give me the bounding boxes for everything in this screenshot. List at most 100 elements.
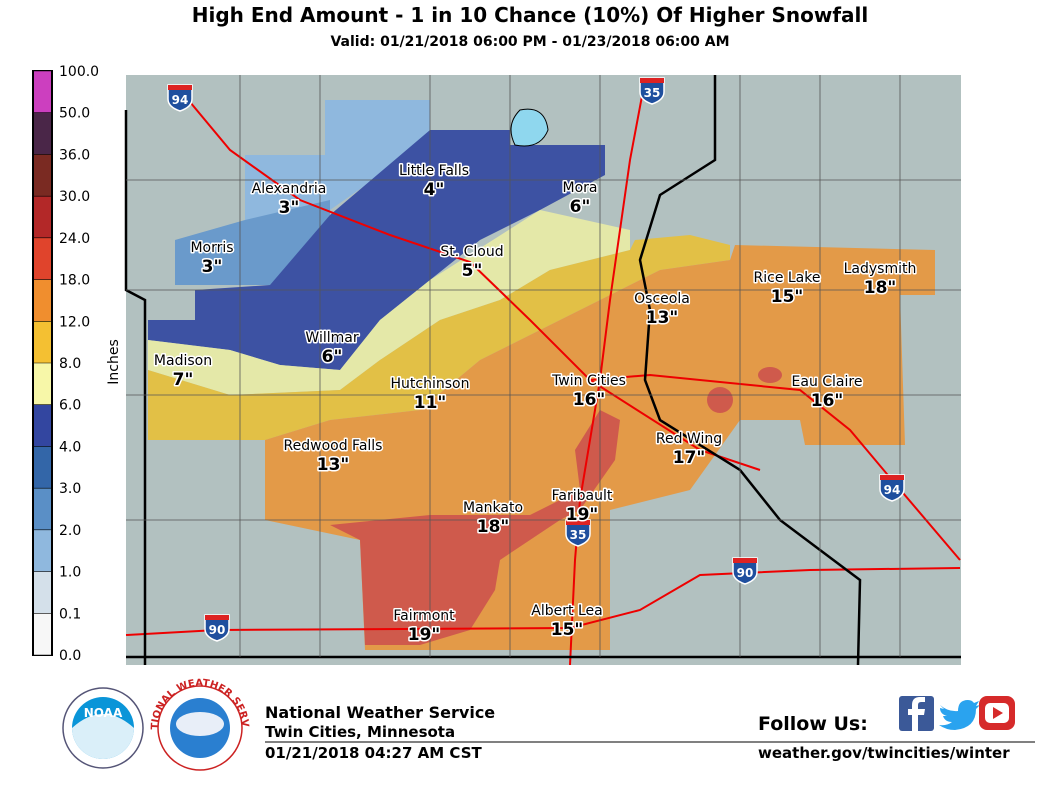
- title: High End Amount - 1 in 10 Chance (10%) O…: [192, 3, 868, 27]
- shield-number: 90: [737, 566, 754, 580]
- zone-4-6: [148, 130, 605, 370]
- city-name: Red Wing: [656, 431, 722, 447]
- city-amount: 7": [173, 370, 194, 390]
- county-lines: [126, 75, 961, 657]
- city-amount: 18": [864, 278, 897, 298]
- shield-top: [566, 520, 590, 525]
- shield: [204, 614, 230, 642]
- legend-swatch: [34, 571, 51, 614]
- shield-number: 94: [884, 483, 901, 497]
- city-amount: 3": [279, 198, 300, 218]
- legend-tick-label: 18.0: [59, 273, 90, 289]
- footer-follow: Follow Us:: [758, 713, 868, 735]
- legend-swatch: [34, 529, 51, 572]
- shield: [732, 557, 758, 585]
- city-amount: 6": [322, 347, 343, 367]
- city-name: Ladysmith: [844, 261, 917, 277]
- city-name: Twin Cities: [551, 373, 626, 389]
- legend-tick-label: 36.0: [59, 147, 90, 163]
- legend-tick-label: 0.0: [59, 648, 81, 664]
- city-amount: 16": [811, 391, 844, 411]
- city-amount: 3": [202, 257, 223, 277]
- city-name: St. Cloud: [440, 244, 503, 260]
- legend-tick-label: 24.0: [59, 231, 90, 247]
- legend-swatch: [34, 446, 51, 489]
- zone-8-12: [148, 235, 730, 440]
- city-amount: 11": [414, 393, 447, 413]
- city-name: Mankato: [463, 500, 523, 516]
- city-name: Madison: [154, 353, 212, 369]
- legend-tick-label: 12.0: [59, 314, 90, 330]
- zone-18-24: [758, 367, 782, 383]
- legend-tick-label: 3.0: [59, 481, 81, 497]
- legend-swatch: [34, 71, 51, 113]
- legend-swatch: [34, 363, 51, 405]
- subtitle: Valid: 01/21/2018 06:00 PM - 01/23/2018 …: [330, 34, 729, 50]
- legend-tick-label: 2.0: [59, 523, 81, 539]
- legend-swatch: [34, 613, 51, 655]
- shield-number: 35: [644, 86, 661, 100]
- shield-top: [205, 615, 229, 620]
- city-amount: 13": [317, 455, 350, 475]
- city-name: Willmar: [305, 330, 358, 346]
- legend-tick-label: 8.0: [59, 356, 81, 372]
- legend-swatch: [34, 112, 51, 155]
- city-amount: 18": [477, 517, 510, 537]
- legend-swatch: [34, 196, 51, 238]
- city-amount: 6": [570, 197, 591, 217]
- city-name: Morris: [190, 240, 233, 256]
- shield-number: 90: [209, 623, 226, 637]
- shield-number: 35: [570, 528, 587, 542]
- city-amount: 16": [573, 390, 606, 410]
- city-name: Rice Lake: [754, 270, 821, 286]
- footer-location: Twin Cities, Minnesota: [265, 723, 455, 741]
- city-amount: 15": [771, 287, 804, 307]
- city-amount: 5": [462, 261, 483, 281]
- legend-swatch: [34, 488, 51, 530]
- city-name: Alexandria: [252, 181, 327, 197]
- map: 94 35 94 90 90 35 Alexandria3"Morris3"Little …: [124, 75, 961, 666]
- city-name: Eau Claire: [792, 374, 863, 390]
- legend-swatch: [34, 237, 51, 280]
- footer-url: weather.gov/twincities/winter: [758, 744, 1010, 762]
- youtube-play: [993, 707, 1003, 719]
- legend-swatch: [34, 404, 51, 447]
- city-amount: 13": [646, 308, 679, 328]
- city-amount: 19": [408, 625, 441, 645]
- footer-office: National Weather Service: [265, 703, 495, 722]
- shield-top: [880, 475, 904, 480]
- legend-tick-label: 50.0: [59, 106, 90, 122]
- city-amount: 17": [673, 448, 706, 468]
- twitter-icon[interactable]: [939, 700, 980, 730]
- noaa-text: NOAA: [84, 706, 123, 720]
- city-name: Redwood Falls: [284, 438, 383, 454]
- city-amount: 19": [566, 505, 599, 525]
- zone-2-3: [245, 100, 430, 220]
- shield: [565, 519, 591, 547]
- legend-tick-label: 6.0: [59, 398, 81, 414]
- social-icons: [899, 696, 1015, 731]
- lake: [510, 108, 549, 147]
- interstate-shields: 94 35 94 90 90 35: [167, 77, 905, 642]
- shield-top: [733, 558, 757, 563]
- shield: [167, 84, 193, 112]
- noaa-gull: [72, 714, 134, 759]
- legend-tick-label: 0.1: [59, 606, 81, 622]
- city-name: Mora: [563, 180, 598, 196]
- legend-swatch: [34, 154, 51, 197]
- shield: [639, 77, 665, 105]
- legend-swatch: [34, 279, 51, 322]
- city-amount: 15": [551, 620, 584, 640]
- city-name: Faribault: [552, 488, 613, 504]
- nws-cloud: [176, 712, 224, 736]
- legend-tick-label: 4.0: [59, 439, 81, 455]
- state-borders: [124, 75, 961, 666]
- legend-title: Inches: [106, 339, 122, 384]
- shield-number: 94: [172, 93, 189, 107]
- legend-tick-label: 1.0: [59, 565, 81, 581]
- footer-issued: 01/21/2018 04:27 AM CST: [265, 744, 482, 762]
- facebook-f: [908, 697, 925, 731]
- city-name: Osceola: [634, 291, 690, 307]
